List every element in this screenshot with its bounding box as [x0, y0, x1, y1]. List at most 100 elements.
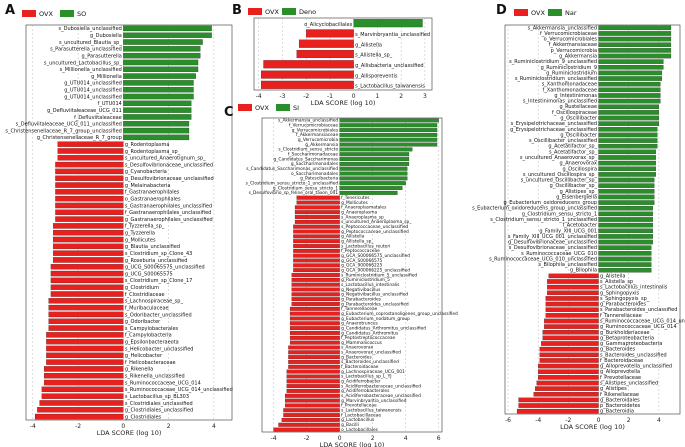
bar-negative: [544, 318, 599, 324]
bar-label: f_Akkermansiaceae: [549, 42, 597, 48]
bar-label: g_GCA_S00066575: [341, 258, 382, 264]
bar-label: g_Burkholderiaceae: [600, 330, 650, 336]
bar-label: s_Lactobacillus_intestinalis: [341, 282, 400, 288]
bar-label: g_Mollicutes: [341, 200, 368, 206]
bar-negative: [55, 182, 124, 188]
bar-label: g_Oscillospira: [563, 166, 597, 172]
bar-label: s_Lachnospiraceae_sp_: [125, 299, 184, 305]
bar-label: s_Ruminococcaceae_UCG_014_unclassified: [125, 387, 233, 393]
bar-label: s_Ruminiclostridium_5_unclassified: [341, 272, 417, 278]
bar-negative: [545, 301, 599, 307]
bar-label: s_Acidiferrobacteraceae_unclassified: [341, 383, 421, 389]
bar-label: s_Acetatifactor_sp_: [549, 149, 598, 155]
bar-negative: [544, 324, 599, 329]
bar-positive: [339, 186, 403, 191]
bar-label: g_Parabacteroides_unclassified: [341, 301, 409, 307]
bar-label: g_Eubacterium_oxidoreducens_group: [504, 200, 597, 206]
bar-negative: [294, 205, 340, 210]
tick-label: 3: [423, 93, 427, 100]
bar-negative: [50, 284, 124, 290]
bar-positive: [339, 176, 408, 181]
bar-negative: [55, 168, 124, 175]
bar-negative: [278, 422, 340, 427]
bar-label: s_Desulfovibrionaceae_unclassified: [125, 162, 213, 168]
bar-positive: [123, 52, 201, 59]
bar-label: s_Ruminococcaceae_UCG_014_unclassified: [600, 318, 685, 324]
bar-label: g_Candidatus_Saccharimonas: [274, 156, 339, 162]
bar-label: s_Campylobacterales: [125, 326, 179, 332]
bar-positive: [598, 115, 660, 121]
bar-label: f_Gastranaerophilales_unclassified: [125, 210, 212, 216]
bar-label: g_Tyzzerella: [125, 231, 155, 237]
bar-negative: [53, 250, 124, 256]
bar-negative: [536, 380, 599, 386]
bar-label: g_UTU014_unclassified: [64, 88, 122, 94]
legend-swatch-ovx: [22, 10, 36, 17]
bar-negative: [296, 195, 340, 200]
bar-label: g_Clostridiales_unclassified: [125, 408, 193, 414]
tick-label: -2: [303, 93, 309, 100]
bar-negative: [53, 257, 124, 263]
panel-a: A OVX SO -4 -2 0 2 4 LDA SCORE (log 10) s_Dubosie…: [5, 3, 233, 437]
bar-negative: [55, 175, 124, 181]
bar-label: f_Oscillospiraceae: [552, 110, 597, 116]
bar-label: s_Dubosiella_unclassified: [59, 26, 122, 32]
bar-label: s_Clostridium_sp_Clone_43: [125, 251, 192, 257]
bar-label: g_Gastranaerophilales_unclassified: [125, 217, 213, 223]
bar-label: s_Eubacterium_oxidoreducens_group_unclas…: [472, 206, 597, 212]
bar-negative: [57, 155, 124, 161]
bar-label: f_Saccharimonadaceae: [288, 152, 339, 158]
bar-negative: [55, 209, 124, 215]
bar-label: s_Clostridium_sensu_stricto_1_unclassifi…: [490, 217, 597, 223]
bar-label: g_Intestinimonas: [554, 93, 597, 99]
bar-negative: [53, 236, 124, 243]
bar-label: g_Parasutterella: [82, 53, 122, 59]
bar-positive: [598, 211, 653, 217]
bar-label: g_Acidiferrobacterales: [341, 388, 390, 394]
axis-label: LDA SCORE (log 10): [97, 429, 162, 437]
bar-positive: [598, 166, 656, 172]
bar-negative: [46, 345, 124, 352]
bar-positive: [123, 114, 192, 120]
bar-label: s_Alistipes_unclassified: [600, 380, 658, 386]
bar-label: g_Clostridiales: [125, 414, 162, 420]
bar-negative: [547, 284, 599, 290]
bar-positive: [598, 59, 664, 64]
bar-label: s_Peptococcaceae_unclassified: [341, 224, 408, 230]
bar-negative: [538, 363, 599, 369]
bar-negative: [289, 306, 340, 311]
bar-positive: [598, 138, 658, 143]
bar-positive: [598, 104, 660, 110]
tick-label: 0: [597, 417, 601, 424]
bar-positive: [598, 217, 653, 222]
bar-negative: [293, 258, 340, 263]
bar-negative: [46, 352, 124, 359]
bar-negative: [286, 374, 340, 379]
bar-negative: [542, 329, 599, 335]
bar-negative: [547, 290, 599, 296]
bar-negative: [293, 244, 340, 248]
bar-positive: [598, 93, 661, 98]
bar-negative: [289, 335, 340, 340]
tick-label: -6: [505, 417, 511, 424]
bar-positive: [598, 155, 656, 160]
bar-label: s_Ruminococcaceae_UCG_010: [521, 251, 597, 257]
bar-negative: [291, 292, 340, 297]
bar-negative: [296, 200, 340, 205]
bar-label: s_Erysipelotrichaceae_unclassified: [511, 121, 597, 127]
bar-positive: [598, 200, 655, 205]
bar-label: s_Akkermansia_unclassified: [528, 25, 597, 31]
bar-positive: [598, 149, 656, 155]
bar-label: g_Oscillibacter_sp_: [550, 183, 598, 189]
legend-swatch-ovx: [248, 8, 262, 15]
bar-negative: [298, 39, 354, 48]
bar-label: g_Bacteroides: [341, 354, 372, 360]
bar-positive: [123, 127, 190, 134]
bar-negative: [294, 219, 340, 224]
bar-label: o_Gastranaerophilales: [125, 196, 181, 202]
bar-positive: [598, 76, 663, 81]
tick-label: 0: [338, 435, 342, 442]
bar-label: g_UTU014_unclassified: [64, 81, 122, 87]
bar-positive: [598, 251, 652, 256]
bar-negative: [545, 313, 599, 318]
